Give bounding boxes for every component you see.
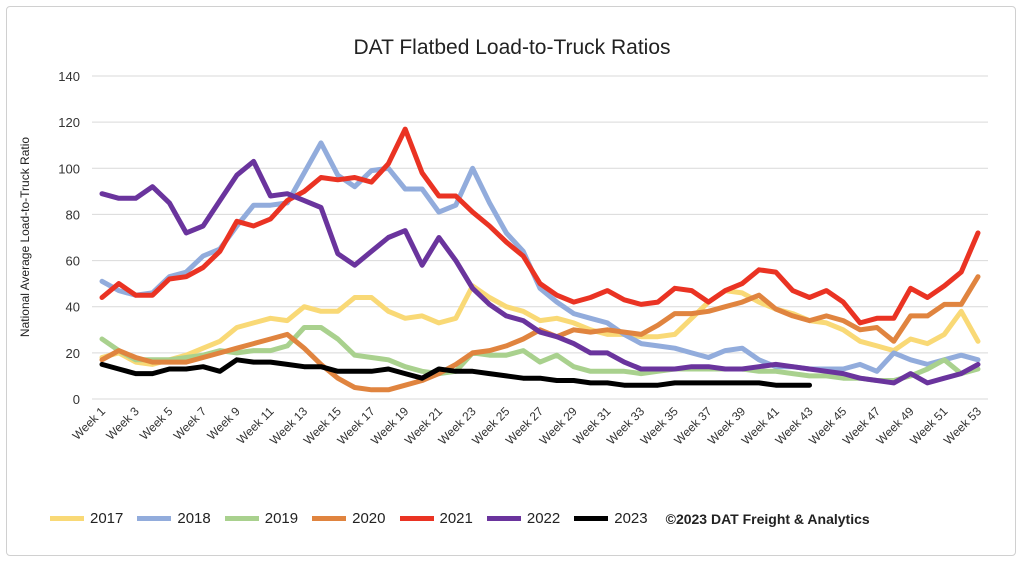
legend-label: 2019: [264, 510, 299, 527]
legend-item-2017: 2017: [50, 510, 123, 527]
y-tick-label: 60: [66, 254, 80, 269]
legend-label: 2017: [90, 510, 124, 527]
x-tick-label: Week 5: [137, 404, 176, 443]
legend-swatch: [137, 516, 172, 521]
series-line-2019: [99, 325, 981, 383]
legend-item-2021: 2021: [399, 510, 473, 527]
legend: 2017 2018 2019 2020 2021 2022 2023 ©2023 DAT Fr…: [50, 510, 1010, 527]
legend-item-2018: 2018: [137, 510, 211, 527]
legend-label: 2023: [614, 510, 648, 527]
legend-item-2022: 2022: [486, 510, 561, 527]
series-line-2021: [99, 126, 981, 326]
legend-item-2023: 2023: [574, 510, 648, 527]
x-tick-label: Week 1: [70, 404, 109, 443]
y-tick-label: 40: [66, 300, 80, 315]
legend-label: 2021: [439, 510, 473, 527]
legend-label: 2022: [526, 510, 561, 527]
legend-item-2020: 2020: [312, 510, 386, 527]
legend-swatch: [312, 516, 347, 521]
y-tick-label: 80: [66, 207, 80, 222]
chart-frame: [6, 6, 1016, 556]
y-tick-label: 140: [58, 69, 80, 84]
legend-swatch: [399, 516, 434, 521]
y-tick-label: 0: [73, 392, 80, 407]
legend-swatch: [50, 516, 84, 521]
series-line-2023: [99, 357, 812, 388]
x-tick-label: Week 53: [941, 404, 984, 447]
series-line-2022: [99, 158, 981, 386]
legend-label: 2018: [177, 510, 211, 527]
legend-swatch: [486, 516, 521, 521]
y-tick-label: 100: [58, 161, 80, 176]
y-tick-label: 20: [66, 346, 80, 361]
x-tick-label: Week 3: [103, 404, 142, 443]
legend-label: 2020: [352, 510, 386, 527]
copyright-text: ©2023 DAT Freight & Analytics: [665, 510, 870, 527]
chart-title: DAT Flatbed Load-to-Truck Ratios: [353, 36, 671, 59]
y-tick-label: 120: [58, 115, 80, 130]
series-line-2018: [99, 140, 981, 374]
legend-item-2019: 2019: [224, 510, 299, 527]
series-line-2017: [99, 283, 981, 367]
legend-swatch: [574, 516, 609, 521]
legend-swatch: [224, 516, 259, 521]
x-tick-label: Week 7: [171, 404, 210, 443]
